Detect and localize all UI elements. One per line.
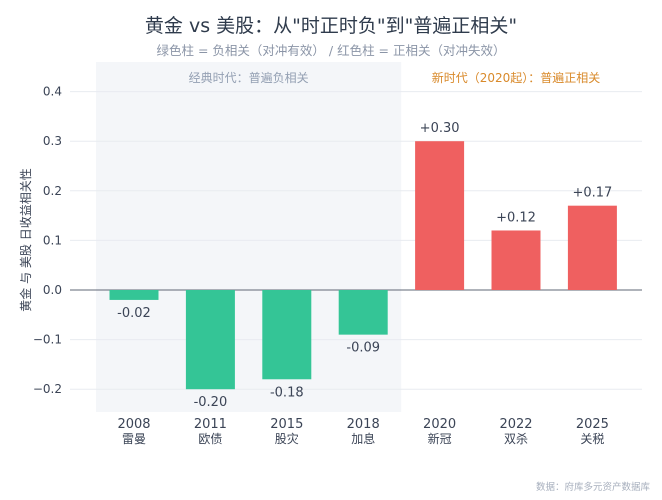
- source-note: 数据：府库多元资产数据库: [536, 481, 651, 493]
- y-tick-label: 0.2: [43, 184, 62, 198]
- y-tick-label: −0.2: [33, 382, 62, 396]
- bar-2011: [185, 290, 235, 390]
- bar-2008: [109, 290, 159, 300]
- chart-subtitle: 绿色柱 = 负相关（对冲有效） / 红色柱 = 正相关（对冲失效）: [156, 43, 505, 58]
- x-tick-year: 2025: [576, 417, 609, 432]
- classic-era-shaded-region: [96, 62, 402, 412]
- bar-2022: [491, 230, 541, 290]
- bars: [109, 141, 617, 390]
- data-label-2025: +0.17: [572, 186, 612, 201]
- x-tick-event: 欧债: [198, 432, 222, 446]
- y-tick-label: −0.1: [33, 333, 62, 347]
- data-label-2018: -0.09: [346, 341, 380, 356]
- x-tick-event: 股灾: [275, 431, 299, 446]
- y-tick-label: 0.3: [43, 134, 62, 148]
- x-tick-year: 2020: [423, 417, 456, 432]
- data-label-2022: +0.12: [496, 210, 536, 225]
- bar-2018: [338, 290, 388, 335]
- x-tick-event: 新冠: [428, 431, 452, 446]
- x-tick-year: 2011: [194, 417, 227, 432]
- y-axis-label: 黄金 与 美股 日收益相关性: [18, 168, 33, 311]
- x-tick-year: 2008: [117, 417, 150, 432]
- gridlines: [70, 91, 642, 390]
- x-tick-year: 2015: [270, 417, 303, 432]
- data-label-2015: -0.18: [270, 385, 304, 400]
- bar-2025: [567, 205, 617, 290]
- data-labels: -0.02 -0.20 -0.18 -0.09 +0.30 +0.12 +0.17: [117, 121, 612, 410]
- region-label-new: 新时代（2020起）：普遍正相关: [432, 70, 601, 85]
- x-tick-year: 2018: [347, 417, 380, 432]
- x-tick-event: 加息: [351, 431, 375, 446]
- chart-title: 黄金 vs 美股：从"时正时负"到"普遍正相关": [145, 15, 517, 37]
- region-label-classic: 经典时代：普遍负相关: [189, 71, 309, 85]
- y-tick-label: 0.4: [43, 85, 62, 99]
- x-tick-event: 雷曼: [122, 432, 146, 446]
- x-tick-year: 2022: [499, 417, 532, 432]
- y-tick-label: 0.0: [43, 283, 62, 297]
- data-label-2008: -0.02: [117, 306, 151, 321]
- y-tick-label: 0.1: [43, 233, 62, 247]
- y-axis-ticks: −0.2 −0.1 0.0 0.1 0.2 0.3 0.4: [33, 85, 62, 397]
- x-tick-event: 关税: [580, 432, 604, 446]
- x-tick-event: 双杀: [504, 431, 528, 446]
- data-label-2011: -0.20: [194, 395, 228, 410]
- bar-2015: [262, 290, 312, 380]
- bar-2020: [415, 141, 465, 290]
- data-label-2020: +0.30: [420, 121, 460, 136]
